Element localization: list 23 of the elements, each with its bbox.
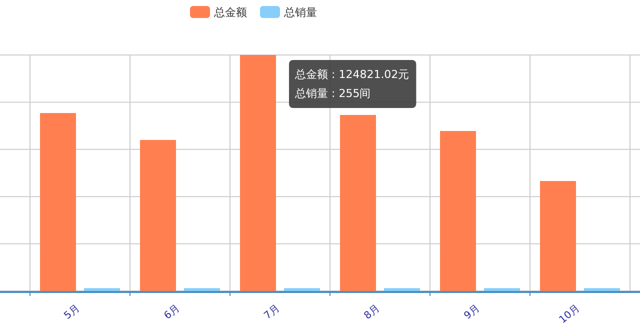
tooltip: 总金额 : 124821.02元 总销量 : 255间: [289, 60, 416, 108]
bar: [484, 288, 520, 291]
x-tick-label: 7月: [262, 302, 282, 322]
bar: [384, 288, 420, 291]
legend-label: 总销量: [283, 6, 317, 19]
bar: [84, 288, 120, 291]
bar: [40, 113, 76, 291]
bar: [340, 114, 376, 291]
x-tick-label: 9月: [462, 302, 482, 322]
x-tick-label: 8月: [362, 302, 382, 322]
bar: [584, 288, 620, 291]
bar: [140, 140, 176, 291]
x-tick-label: 5月: [62, 302, 82, 322]
bar: [184, 288, 220, 291]
legend-label: 总金额: [213, 6, 247, 19]
bar: [540, 181, 576, 291]
annotation: 总金额 : 124821.02元: [294, 68, 410, 81]
bar: [284, 288, 320, 291]
bar: [440, 130, 476, 291]
annotation: 总销量 : 255间: [294, 87, 371, 100]
x-tick-label: 10月: [557, 302, 582, 326]
x-tick-label: 6月: [162, 302, 182, 322]
bar: [240, 55, 276, 291]
